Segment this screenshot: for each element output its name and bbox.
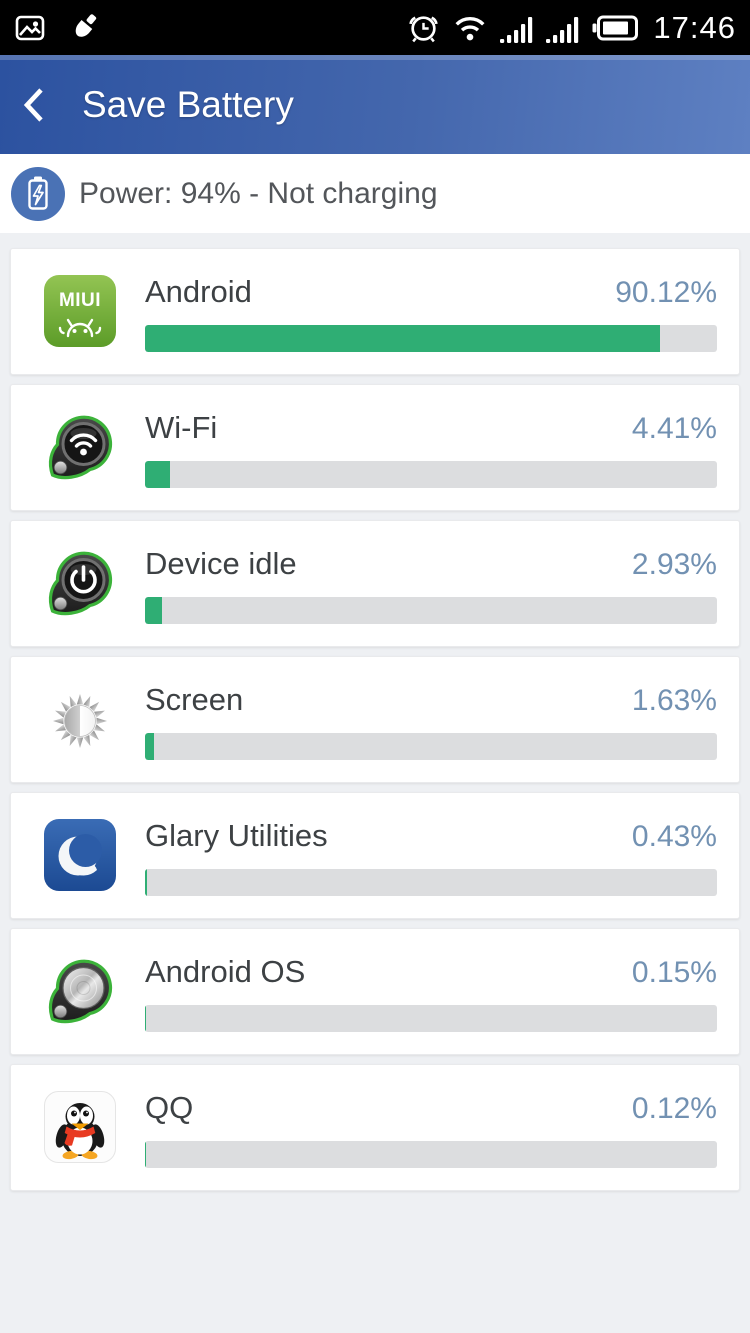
android-os-pin-icon <box>48 959 113 1024</box>
progress-track <box>145 461 717 488</box>
progress-track <box>145 1141 717 1168</box>
app-usage-row-android-os[interactable]: Android OS 0.15% <box>10 928 740 1055</box>
app-name: Screen <box>145 682 244 717</box>
miui-icon: MIUI <box>44 275 116 347</box>
qq-icon <box>44 1091 116 1163</box>
app-usage-list: MIUI Android 90.12% <box>0 233 750 1191</box>
progress-fill <box>145 1005 146 1032</box>
progress-fill <box>145 869 148 896</box>
progress-track <box>145 597 717 624</box>
app-name: Android OS <box>145 954 306 989</box>
app-usage-row-qq[interactable]: QQ 0.12% <box>10 1064 740 1191</box>
app-usage-row-screen[interactable]: Screen 1.63% <box>10 656 740 783</box>
screen-brightness-icon <box>53 694 107 748</box>
app-usage-row-device-idle[interactable]: Device idle 2.93% <box>10 520 740 647</box>
app-percent: 90.12% <box>615 276 717 309</box>
signal-icon <box>500 16 533 43</box>
app-percent: 0.15% <box>631 956 717 989</box>
gallery-icon <box>15 15 45 40</box>
progress-track <box>145 733 717 760</box>
wifi-pin-icon <box>48 415 113 480</box>
app-percent: 4.41% <box>631 412 717 445</box>
progress-track <box>145 1005 717 1032</box>
progress-fill <box>145 597 162 624</box>
battery-icon <box>592 15 639 40</box>
app-percent: 2.93% <box>631 548 717 581</box>
glary-utilities-icon <box>44 819 116 891</box>
app-name: Device idle <box>145 546 297 581</box>
alarm-icon <box>409 16 439 43</box>
power-pin-icon <box>48 551 113 616</box>
progress-fill <box>145 1141 146 1168</box>
power-status-row: Power: 94% - Not charging <box>0 154 750 233</box>
app-percent: 0.43% <box>631 820 717 853</box>
app-usage-row-android[interactable]: MIUI Android 90.12% <box>10 248 740 375</box>
page-title: Save Battery <box>82 83 294 125</box>
svg-text:MIUI: MIUI <box>59 290 101 311</box>
app-percent: 1.63% <box>631 684 717 717</box>
signal-icon <box>546 16 579 43</box>
back-button[interactable] <box>20 75 66 135</box>
status-bar: 17:46 <box>0 0 750 55</box>
app-name: Wi-Fi <box>145 410 218 445</box>
status-bar-left <box>14 12 100 44</box>
app-header: Save Battery <box>0 55 750 154</box>
app-name: QQ <box>145 1090 194 1125</box>
brush-icon <box>75 13 97 37</box>
power-battery-icon <box>11 166 65 221</box>
progress-fill <box>145 461 171 488</box>
app-percent: 0.12% <box>631 1092 717 1125</box>
progress-track <box>145 869 717 896</box>
app-name: Android <box>145 274 252 309</box>
app-name: Glary Utilities <box>145 818 328 853</box>
app-usage-row-glary-utilities[interactable]: Glary Utilities 0.43% <box>10 792 740 919</box>
status-bar-right: 17:46 <box>407 10 736 46</box>
app-usage-row-wifi[interactable]: Wi-Fi 4.41% <box>10 384 740 511</box>
clock-time: 17:46 <box>653 9 736 45</box>
chevron-left-icon <box>23 87 43 122</box>
power-status-text: Power: 94% - Not charging <box>79 176 438 210</box>
progress-track <box>145 325 717 352</box>
wifi-icon <box>455 17 485 41</box>
progress-fill <box>145 733 155 760</box>
progress-fill <box>145 325 661 352</box>
